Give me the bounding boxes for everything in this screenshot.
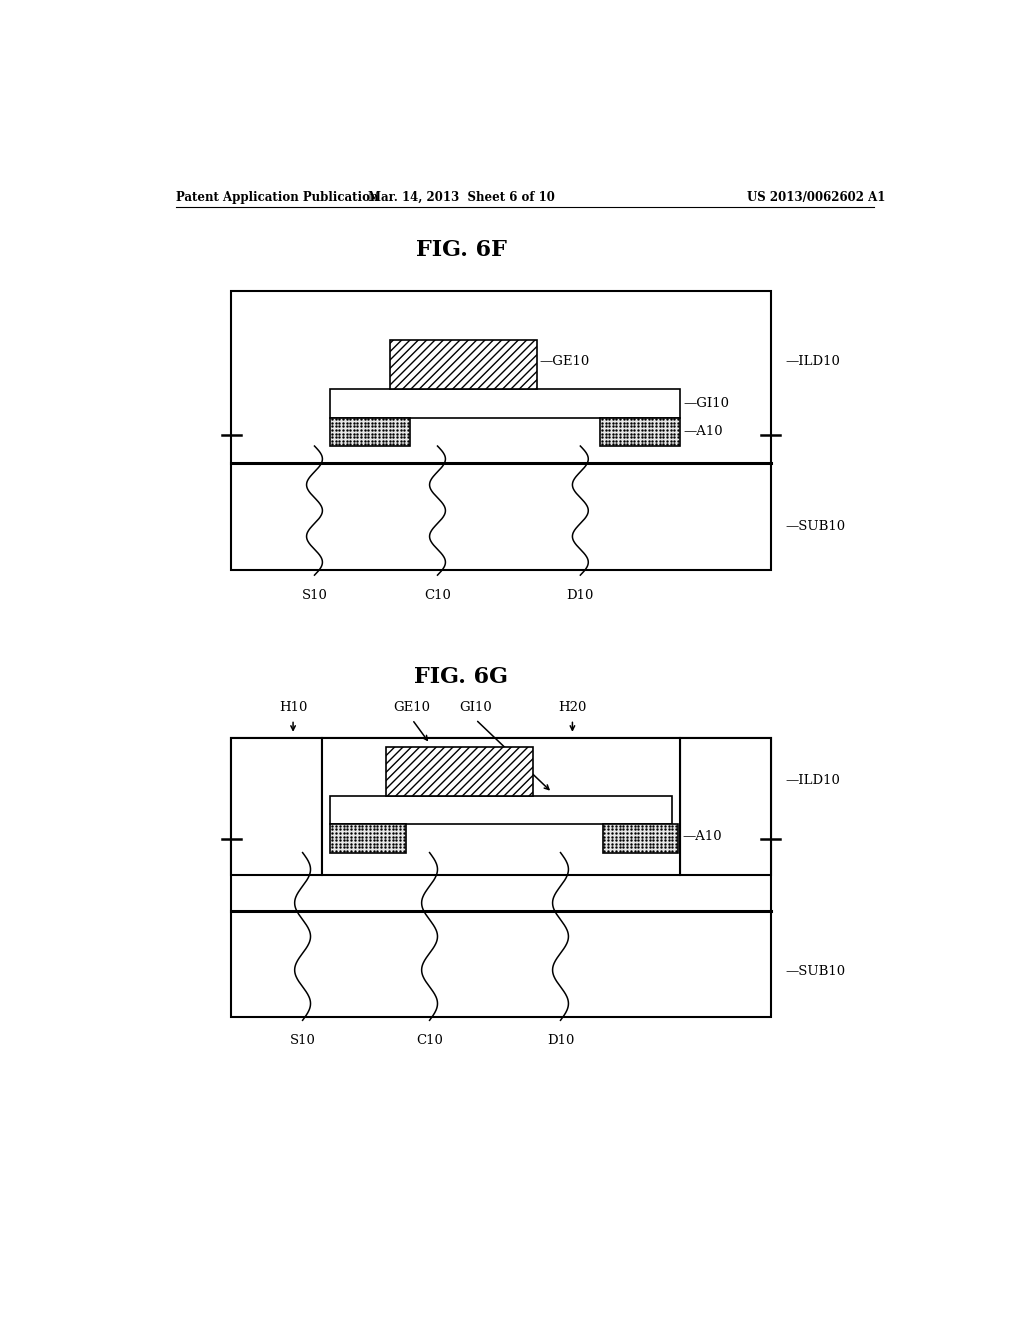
Text: C10: C10 — [424, 589, 451, 602]
Text: —GI10: —GI10 — [684, 397, 729, 409]
Bar — [331, 417, 410, 446]
Bar — [600, 417, 680, 446]
Text: US 2013/0062602 A1: US 2013/0062602 A1 — [748, 190, 886, 203]
Text: —A10: —A10 — [682, 830, 722, 843]
Bar — [231, 738, 323, 875]
Text: —ILD10: —ILD10 — [785, 774, 840, 787]
Text: H20: H20 — [558, 701, 587, 714]
Text: —GE10: —GE10 — [539, 355, 590, 368]
Bar — [331, 796, 672, 824]
Text: —SUB10: —SUB10 — [785, 965, 845, 978]
Text: GE10: GE10 — [393, 701, 431, 714]
Text: D10: D10 — [566, 589, 594, 602]
Bar — [331, 824, 406, 853]
Text: —SUB10: —SUB10 — [785, 520, 845, 533]
Bar — [323, 738, 680, 875]
Bar — [231, 290, 771, 570]
Text: S10: S10 — [290, 1034, 315, 1047]
Text: —ILD10: —ILD10 — [785, 355, 840, 368]
Bar — [390, 341, 537, 389]
Bar — [386, 747, 532, 796]
Text: GI10: GI10 — [459, 701, 492, 714]
Text: D10: D10 — [547, 1034, 574, 1047]
Bar — [680, 738, 771, 875]
Text: Mar. 14, 2013  Sheet 6 of 10: Mar. 14, 2013 Sheet 6 of 10 — [368, 190, 555, 203]
Text: S10: S10 — [301, 589, 328, 602]
Bar — [231, 738, 771, 1018]
Bar — [602, 824, 678, 853]
Bar — [331, 389, 680, 417]
Text: FIG. 6F: FIG. 6F — [416, 239, 507, 261]
Text: —A10: —A10 — [684, 425, 723, 438]
Text: Patent Application Publication: Patent Application Publication — [176, 190, 378, 203]
Text: FIG. 6G: FIG. 6G — [415, 665, 508, 688]
Text: C10: C10 — [416, 1034, 443, 1047]
Text: H10: H10 — [279, 701, 307, 714]
